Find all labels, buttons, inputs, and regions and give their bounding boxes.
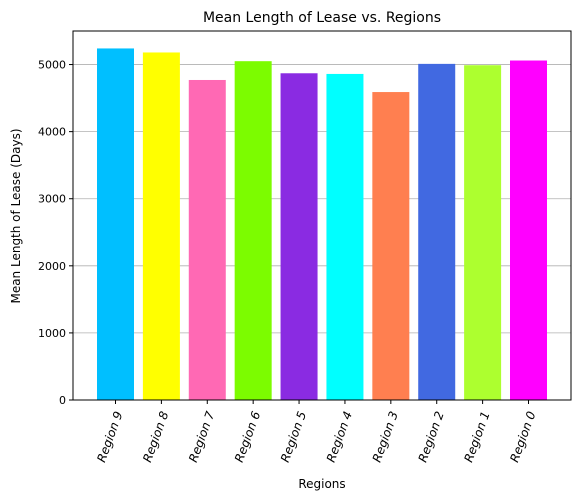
x-tick-label: Region 3 — [370, 409, 401, 464]
bar-region-0 — [510, 60, 547, 401]
x-tick-label: Region 1 — [461, 409, 492, 464]
bar-region-2 — [418, 63, 456, 401]
y-tick-label: 0 — [59, 394, 66, 407]
plot-frame — [72, 30, 572, 401]
bar-region-6 — [234, 61, 272, 400]
x-axis-ticks: Region 9 Region 8 Region 7 Region 6 Region 5… — [94, 400, 539, 464]
bar-region-1 — [464, 65, 502, 400]
y-tick-label: 3000 — [38, 193, 66, 206]
bar-region-3 — [372, 92, 410, 400]
bar-region-4 — [326, 73, 364, 401]
x-tick-label: Region 9 — [94, 409, 125, 464]
bar-region-5 — [280, 73, 318, 400]
x-axis-label: Regions — [298, 477, 345, 491]
y-axis-label: Mean Length of Lease (Days) — [9, 128, 23, 303]
x-tick-label: Region 0 — [507, 409, 538, 464]
x-tick-label: Region 8 — [140, 409, 171, 464]
y-tick-label: 1000 — [38, 327, 66, 340]
bar-region-9 — [97, 48, 134, 401]
bar-region-8 — [142, 52, 180, 401]
y-tick-label: 5000 — [38, 59, 66, 72]
x-tick-label: Region 6 — [232, 409, 263, 464]
y-tick-label: 4000 — [38, 126, 66, 139]
x-tick-label: Region 5 — [278, 409, 309, 464]
x-tick-label: Region 7 — [186, 409, 217, 464]
y-tick-label: 2000 — [38, 260, 66, 273]
x-tick-label: Region 2 — [416, 409, 447, 464]
x-tick-label: Region 4 — [324, 409, 355, 464]
y-axis-ticks: 0 1000 2000 3000 4000 5000 — [38, 59, 73, 407]
bar-region-7 — [188, 79, 226, 400]
bars — [97, 48, 547, 401]
chart-title: Mean Length of Lease vs. Regions — [203, 10, 441, 26]
